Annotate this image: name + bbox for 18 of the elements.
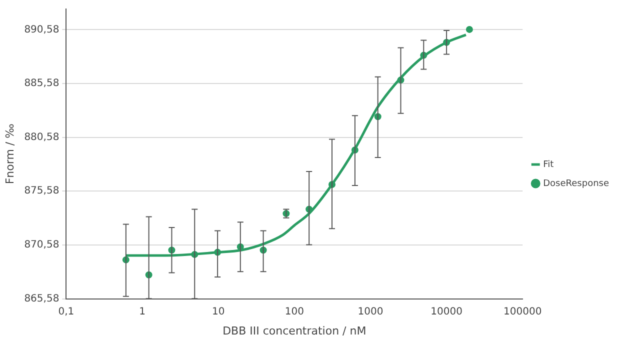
x-tick-label: 100000 [504,306,542,318]
x-tick-label: 100 [284,306,304,318]
y-axis-title: Fnorm / ‰ [3,123,16,184]
x-tick-label: 1 [139,306,146,318]
y-tick-label: 875,58 [24,186,60,197]
x-tick-label: 1000 [358,306,384,318]
x-tick-label: 10000 [430,306,462,318]
x-tick-label: 0,1 [58,306,74,318]
point [466,26,473,33]
y-tick-label: 890,58 [24,24,60,36]
x-tick-label: 10 [212,306,225,318]
y-tick-label: 885,58 [24,78,60,90]
y-tick-label: 880,58 [24,132,60,143]
y-tick-label: 870,58 [24,240,60,251]
x-axis-title: DBB III concentration / nM [222,324,366,338]
legend-label: Fit [543,160,554,170]
y-tick-label: 865,58 [24,293,60,304]
legend-label: DoseResponse [543,178,610,189]
